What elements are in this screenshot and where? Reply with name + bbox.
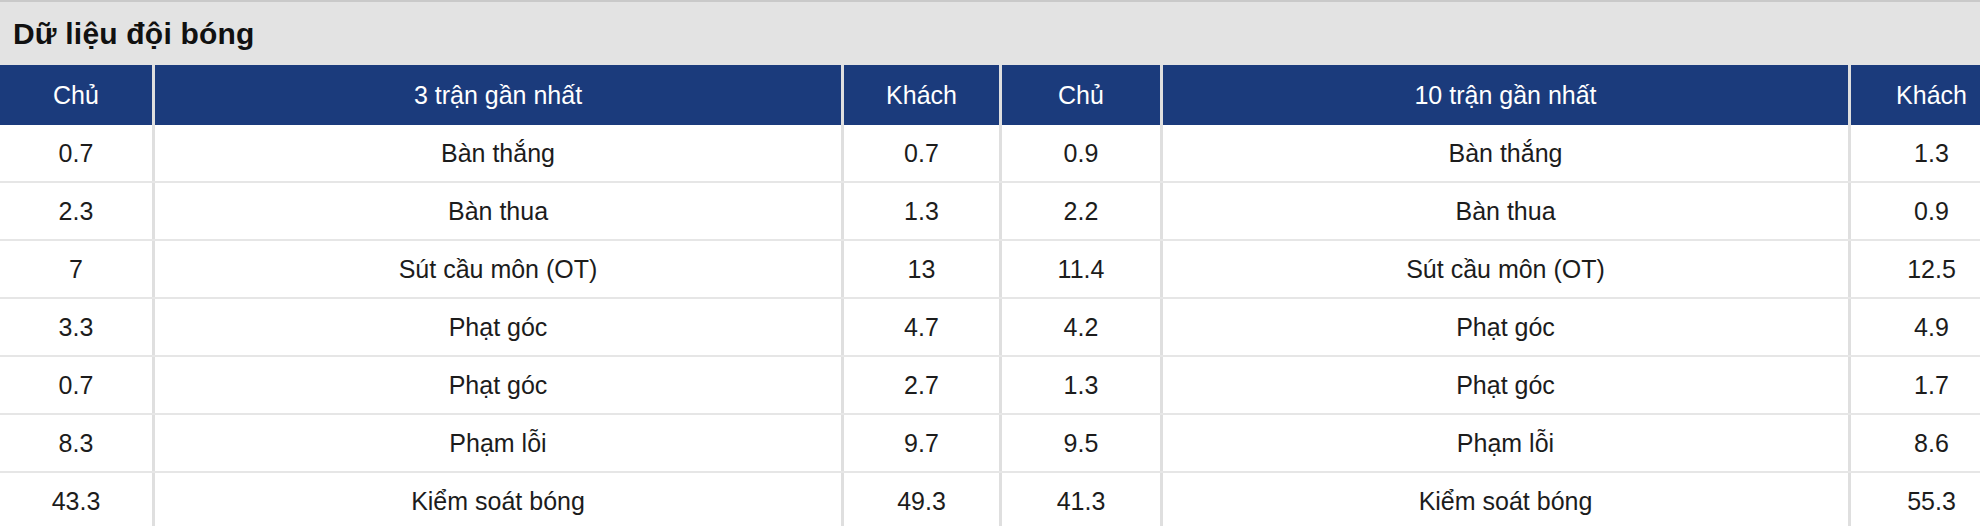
stat-label-last10: Phạm lỗi [1160,415,1848,471]
stat-value-home-last3: 3.3 [0,299,152,355]
header-stat-last3: 3 trận gần nhất [152,65,841,125]
stat-value-home-last3: 7 [0,241,152,297]
stat-value-away-last3: 49.3 [841,473,999,526]
stat-value-away-last10: 1.7 [1848,357,1980,413]
stat-value-home-last10: 2.2 [999,183,1160,239]
stat-value-away-last10: 4.9 [1848,299,1980,355]
stat-label-last3: Kiểm soát bóng [152,473,841,526]
stat-value-away-last3: 9.7 [841,415,999,471]
header-stat-last10: 10 trận gần nhất [1160,65,1848,125]
table-row: 0.7 Phạt góc 2.7 1.3 Phạt góc 1.7 [0,357,1980,415]
stat-value-away-last10: 1.3 [1848,125,1980,181]
stat-value-away-last3: 2.7 [841,357,999,413]
table-header-row: Chủ 3 trận gần nhất Khách Chủ 10 trận gầ… [0,65,1980,125]
stat-value-home-last10: 0.9 [999,125,1160,181]
stat-value-home-last3: 8.3 [0,415,152,471]
table-row: 2.3 Bàn thua 1.3 2.2 Bàn thua 0.9 [0,183,1980,241]
header-away-last3: Khách [841,65,999,125]
table-row: 3.3 Phạt góc 4.7 4.2 Phạt góc 4.9 [0,299,1980,357]
stat-value-away-last10: 12.5 [1848,241,1980,297]
header-home-last10: Chủ [999,65,1160,125]
section-title: Dữ liệu đội bóng [13,17,255,51]
stat-value-away-last10: 55.3 [1848,473,1980,526]
stat-label-last10: Phạt góc [1160,357,1848,413]
stat-label-last3: Phạt góc [152,357,841,413]
stat-label-last10: Bàn thua [1160,183,1848,239]
header-home-last3: Chủ [0,65,152,125]
team-data-panel: Dữ liệu đội bóng Chủ 3 trận gần nhất Khá… [0,0,1980,526]
stat-label-last10: Kiểm soát bóng [1160,473,1848,526]
stat-label-last3: Phạm lỗi [152,415,841,471]
stat-value-away-last10: 0.9 [1848,183,1980,239]
stat-value-away-last3: 4.7 [841,299,999,355]
stat-label-last3: Sút cầu môn (OT) [152,241,841,297]
stat-value-home-last10: 9.5 [999,415,1160,471]
stat-label-last3: Phạt góc [152,299,841,355]
stat-value-home-last10: 41.3 [999,473,1160,526]
stat-value-home-last3: 0.7 [0,125,152,181]
stat-label-last10: Sút cầu môn (OT) [1160,241,1848,297]
stat-value-away-last3: 0.7 [841,125,999,181]
stat-value-home-last10: 11.4 [999,241,1160,297]
table-row: 8.3 Phạm lỗi 9.7 9.5 Phạm lỗi 8.6 [0,415,1980,473]
stat-value-home-last3: 43.3 [0,473,152,526]
table-row: 43.3 Kiểm soát bóng 49.3 41.3 Kiểm soát … [0,473,1980,526]
stat-value-home-last3: 2.3 [0,183,152,239]
stat-label-last10: Bàn thắng [1160,125,1848,181]
stat-value-home-last10: 4.2 [999,299,1160,355]
table-body: 0.7 Bàn thắng 0.7 0.9 Bàn thắng 1.3 2.3 … [0,125,1980,526]
stat-label-last3: Bàn thua [152,183,841,239]
stat-value-away-last3: 13 [841,241,999,297]
table-row: 0.7 Bàn thắng 0.7 0.9 Bàn thắng 1.3 [0,125,1980,183]
table-row: 7 Sút cầu môn (OT) 13 11.4 Sút cầu môn (… [0,241,1980,299]
stat-value-away-last3: 1.3 [841,183,999,239]
stat-label-last3: Bàn thắng [152,125,841,181]
section-title-bar: Dữ liệu đội bóng [0,0,1980,65]
header-away-last10: Khách [1848,65,1980,125]
team-stats-table: Chủ 3 trận gần nhất Khách Chủ 10 trận gầ… [0,65,1980,526]
stat-value-home-last3: 0.7 [0,357,152,413]
stat-label-last10: Phạt góc [1160,299,1848,355]
stat-value-away-last10: 8.6 [1848,415,1980,471]
stat-value-home-last10: 1.3 [999,357,1160,413]
